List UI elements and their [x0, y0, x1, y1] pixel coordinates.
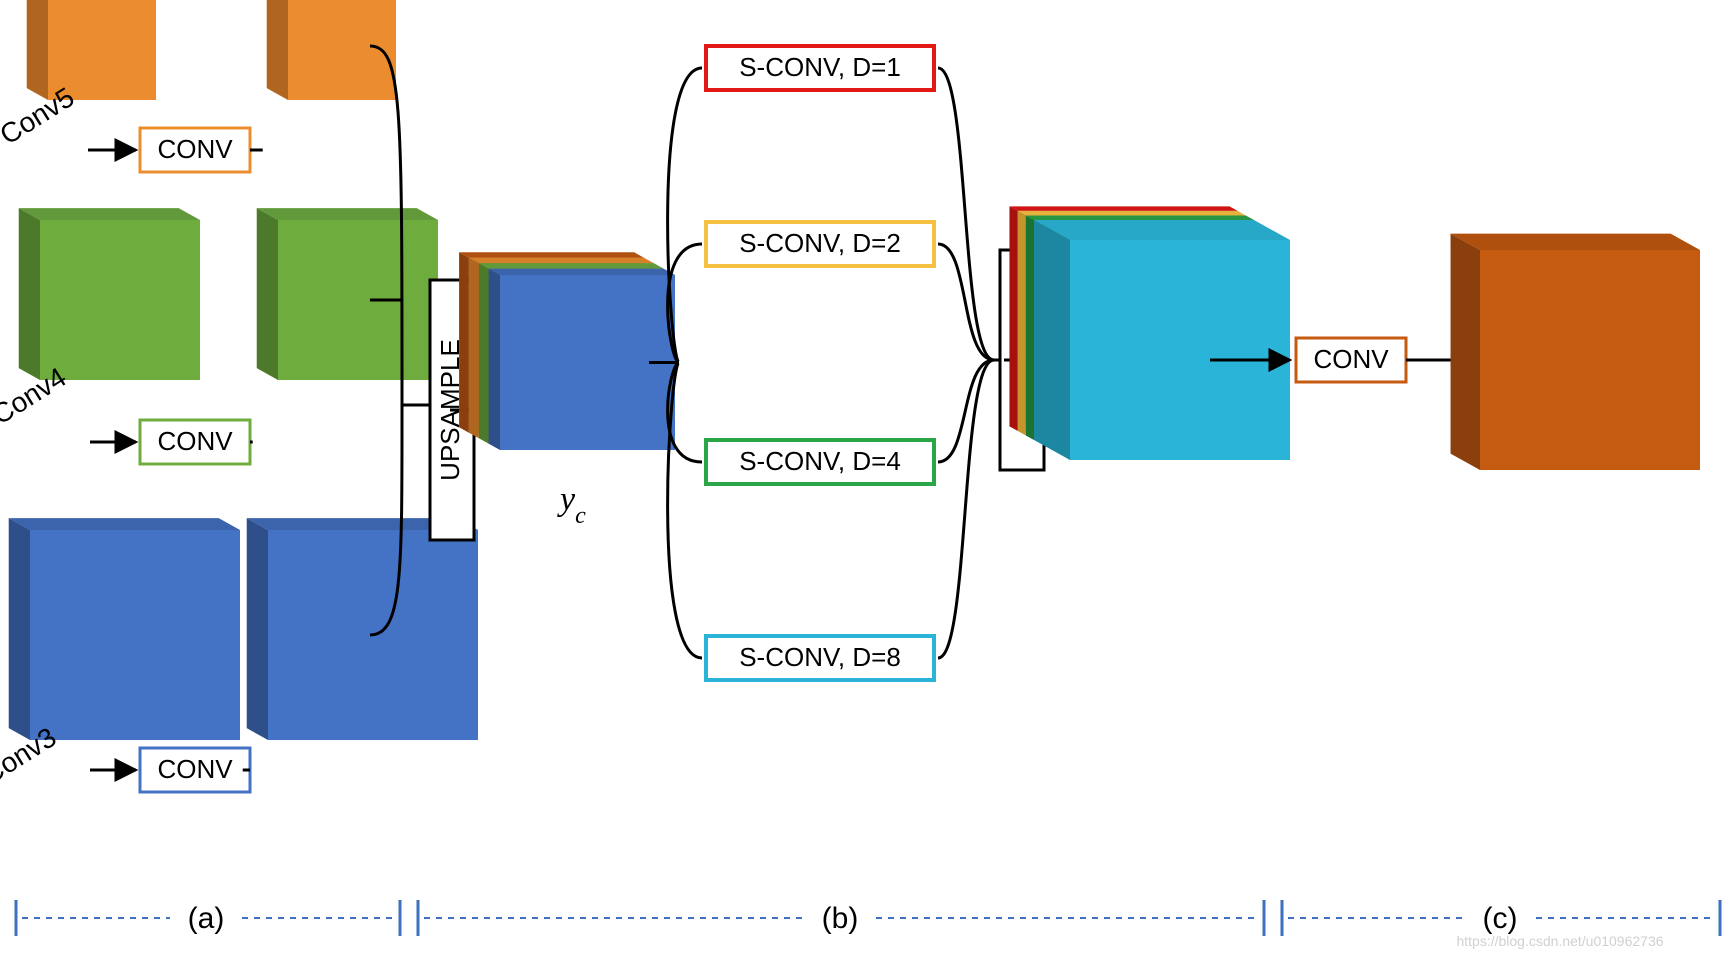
brace-in — [938, 68, 1000, 658]
row-conv5: CONVConv5 — [0, 0, 396, 172]
sconv-box-3: S-CONV, D=8 — [706, 636, 934, 680]
conv-label: CONV — [157, 754, 233, 784]
brace-out — [649, 68, 702, 658]
sconv-label: S-CONV, D=2 — [739, 228, 901, 258]
row-conv4: CONVConv4 — [0, 208, 438, 464]
sconv-label: S-CONV, D=1 — [739, 52, 901, 82]
conv-label: CONV — [157, 426, 233, 456]
watermark: https://blog.csdn.net/u010962736 — [1456, 933, 1663, 949]
concat-block — [1009, 206, 1290, 460]
yc-block — [459, 252, 675, 450]
conv-label: CONV — [157, 134, 233, 164]
section-label: (b) — [822, 902, 859, 935]
final-conv-label: CONV — [1313, 344, 1389, 374]
sconv-box-0: S-CONV, D=1 — [706, 46, 934, 90]
section-label: (c) — [1483, 902, 1518, 935]
row-conv3: CONVConv3 — [0, 518, 478, 792]
yc-label: yc — [557, 481, 586, 529]
sconv-label: S-CONV, D=4 — [739, 446, 901, 476]
sconv-box-1: S-CONV, D=2 — [706, 222, 934, 266]
section-label: (a) — [188, 902, 225, 935]
sconv-box-2: S-CONV, D=4 — [706, 440, 934, 484]
section-markers: (a) (b) (c) — [16, 900, 1720, 936]
sconv-label: S-CONV, D=8 — [739, 642, 901, 672]
